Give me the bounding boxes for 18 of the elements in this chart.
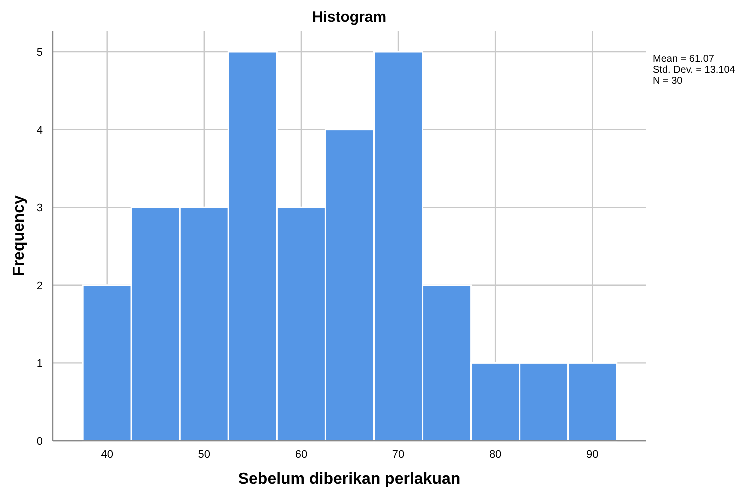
x-tick-label: 70 [392, 449, 405, 461]
text: N = 30 [653, 76, 684, 87]
y-tick-label: 4 [36, 124, 43, 137]
y-tick-label: 5 [36, 47, 43, 60]
x-tick-label: 80 [489, 449, 502, 461]
y-axis-title: Frequency [11, 195, 28, 276]
x-tick-label: 90 [586, 449, 599, 461]
text: Mean = 61.07 [653, 54, 715, 65]
text: Std. Dev. = 13.104 [653, 65, 736, 76]
x-tick-label: 50 [198, 449, 211, 461]
y-tick-label: 0 [36, 436, 43, 448]
chart-title: Histogram [312, 9, 387, 26]
y-tick-label: 1 [36, 358, 43, 370]
x-axis-title: Sebelum diberikan perlakuan [238, 471, 461, 488]
y-tick-label: 3 [36, 202, 43, 215]
y-tick-label: 2 [36, 280, 43, 292]
x-tick-label: 60 [295, 449, 308, 461]
x-tick-label: 40 [101, 449, 114, 461]
